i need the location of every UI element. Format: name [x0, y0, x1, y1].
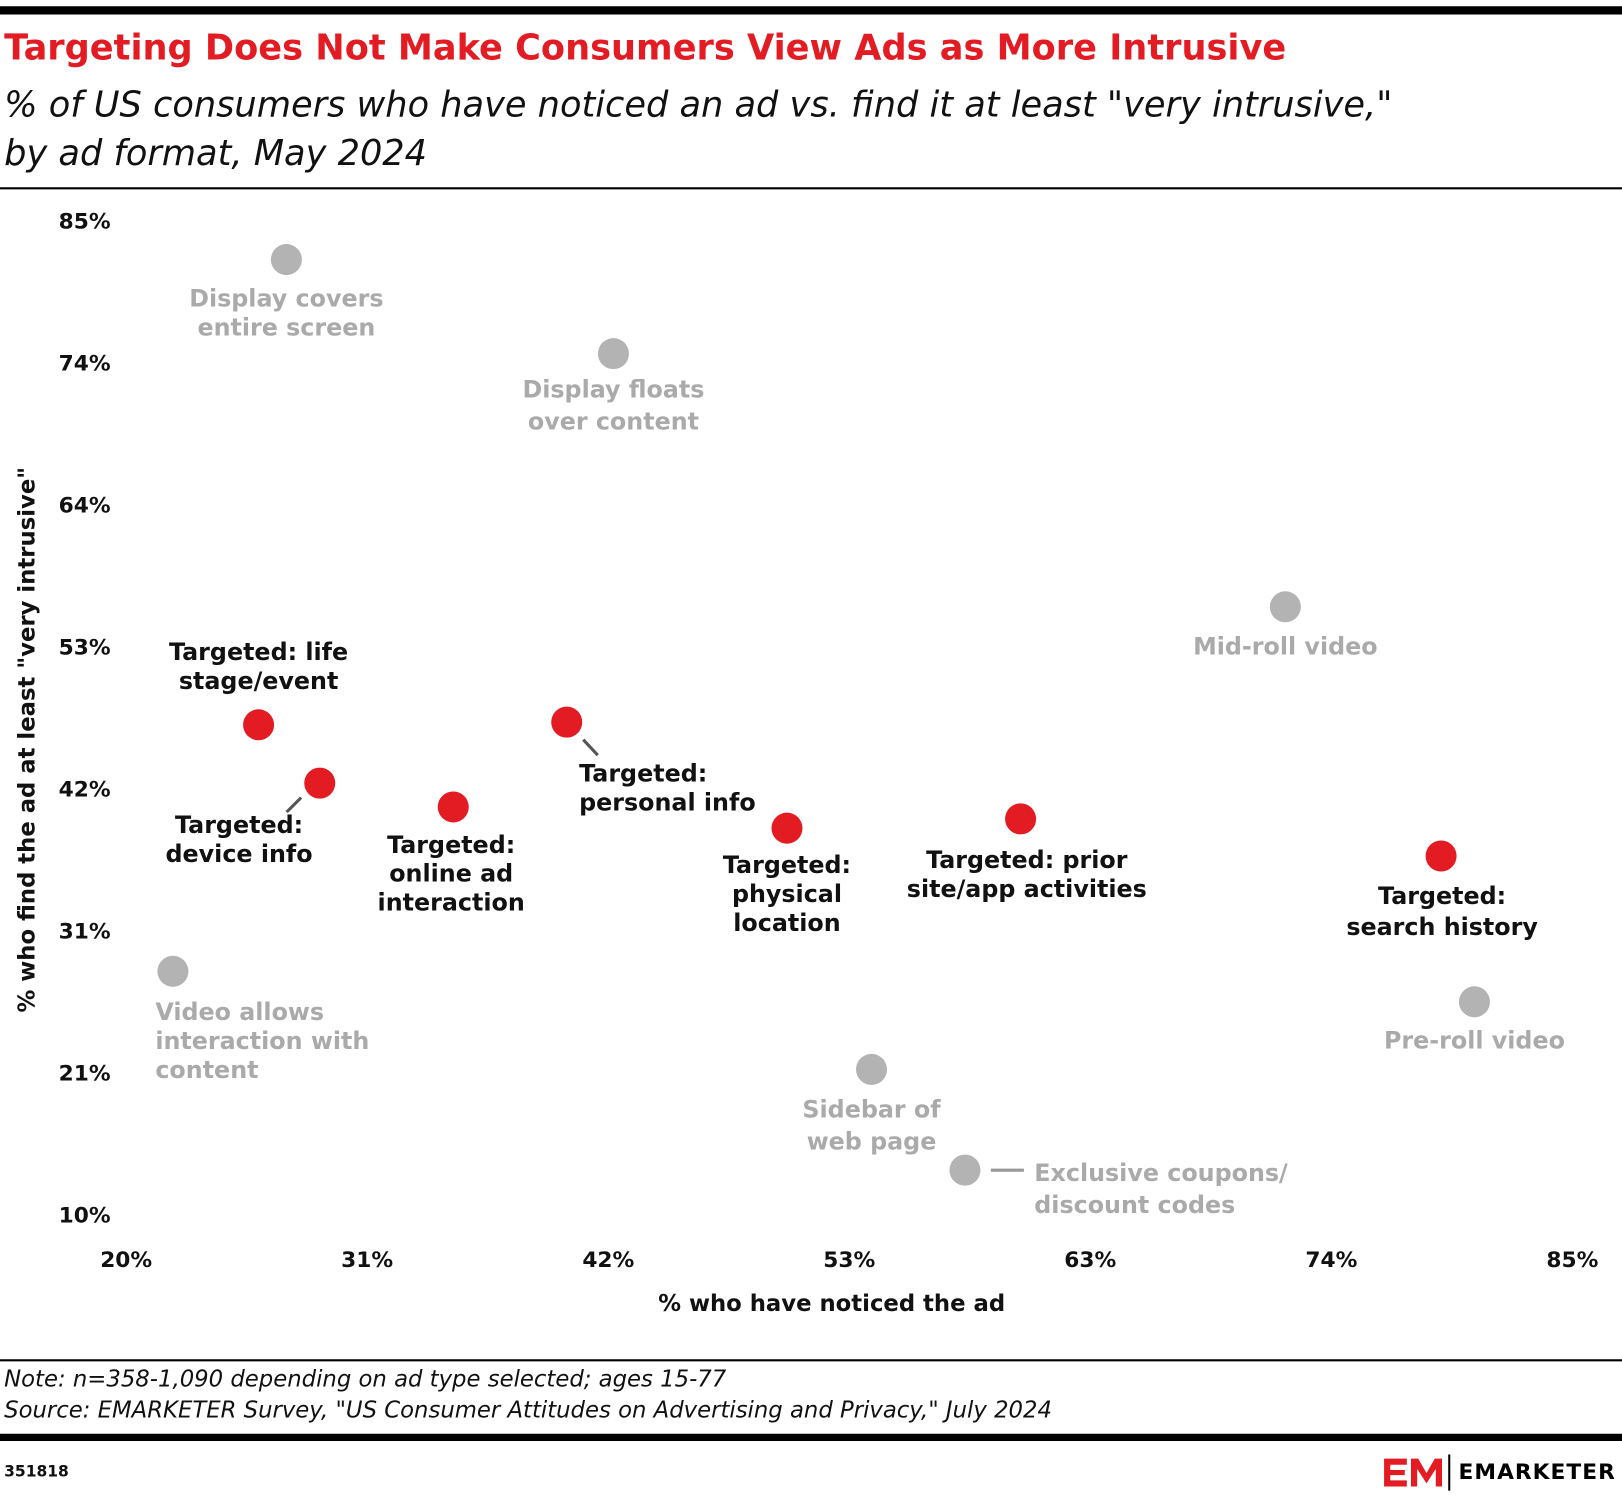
point [304, 767, 336, 799]
y-tick-label: 31% [59, 919, 111, 944]
point-label: stage/event [179, 667, 338, 695]
x-tick-label: 31% [341, 1248, 393, 1273]
label-connector [582, 738, 599, 757]
x-tick-label: 74% [1305, 1248, 1357, 1273]
point [597, 338, 629, 370]
point-label: content [155, 1056, 258, 1084]
point [1425, 840, 1457, 872]
point-label: Targeted: [579, 759, 707, 787]
y-tick-label: 53% [59, 635, 111, 660]
point-label: interaction with [155, 1027, 369, 1055]
point-label: Targeted: prior [926, 846, 1128, 874]
point-label: Exclusive coupons/ [1034, 1159, 1288, 1187]
y-tick-label: 42% [59, 778, 111, 803]
point [437, 791, 469, 823]
x-tick-label: 63% [1064, 1248, 1116, 1273]
point [1269, 591, 1301, 623]
point-label: Targeted: life [169, 638, 348, 666]
source: Source: EMARKETER Survey, "US Consumer A… [4, 1398, 1052, 1424]
x-axis-title: % who have noticed the ad [658, 1291, 1005, 1317]
point-label: entire screen [197, 313, 375, 341]
brand-logo: EMARKETER [1384, 1454, 1616, 1491]
label-connector [285, 796, 303, 814]
point [1458, 986, 1490, 1018]
point-label: device info [166, 840, 313, 868]
chart-id: 351818 [4, 1463, 69, 1481]
chart-subtitle: % of US consumers who have noticed an ad… [4, 85, 1392, 126]
y-tick-label: 64% [59, 493, 111, 518]
point-label: Pre-roll video [1384, 1027, 1565, 1055]
top-bar [0, 6, 1622, 15]
point [949, 1154, 981, 1186]
point-label: discount codes [1034, 1191, 1235, 1219]
point-label: Targeted: [723, 851, 851, 879]
chart-subtitle: by ad format, May 2024 [4, 133, 427, 174]
x-tick-label: 20% [100, 1248, 152, 1273]
point-label: search history [1346, 913, 1538, 941]
point-label: Targeted: [387, 831, 515, 859]
note: Note: n=358-1,090 depending on ad type s… [4, 1366, 727, 1392]
point-label: web page [807, 1127, 937, 1155]
brand-name: EMARKETER [1459, 1460, 1616, 1485]
point-label: Video allows [155, 998, 324, 1026]
point [551, 706, 583, 738]
point-label: Display floats [523, 375, 705, 403]
x-tick-label: 53% [823, 1248, 875, 1273]
point-label: location [733, 909, 840, 937]
bottom-bar [0, 1433, 1622, 1442]
point-label: Display covers [189, 284, 383, 312]
point-label: interaction [378, 889, 525, 917]
point-label: Targeted: [1378, 882, 1506, 910]
point-label: personal info [579, 788, 756, 816]
y-axis-title: % who find the ad at least "very intrusi… [14, 467, 40, 1013]
y-tick-label: 74% [59, 351, 111, 376]
point [243, 709, 275, 741]
y-tick-label: 21% [59, 1062, 111, 1087]
point [771, 812, 803, 844]
point-label: Targeted: [175, 811, 303, 839]
point [157, 955, 189, 987]
point-label: over content [528, 407, 699, 435]
point-label: Sidebar of [802, 1095, 941, 1123]
logo-mark [1384, 1458, 1443, 1487]
point-label: site/app activities [907, 875, 1147, 903]
point-label: online ad [389, 860, 513, 888]
y-tick-label: 85% [59, 209, 111, 234]
point-label: physical [732, 880, 842, 908]
y-tick-label: 10% [59, 1204, 111, 1229]
x-tick-label: 85% [1546, 1248, 1598, 1273]
point-label: Mid-roll video [1193, 633, 1378, 661]
point [856, 1053, 888, 1085]
point [270, 244, 302, 276]
point [1005, 803, 1037, 835]
x-tick-label: 42% [582, 1248, 634, 1273]
chart-title: Targeting Does Not Make Consumers View A… [4, 28, 1286, 69]
